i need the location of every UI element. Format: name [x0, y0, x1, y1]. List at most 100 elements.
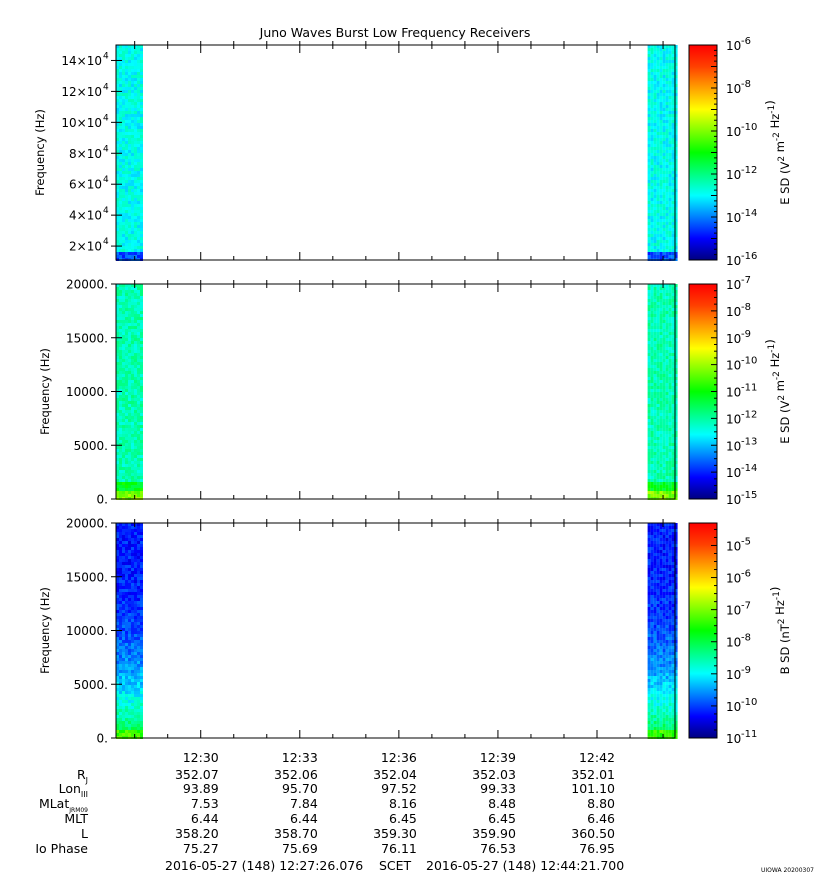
y-tick-label: 12×10 [61, 85, 102, 99]
colorbar-tick-label: 10 [726, 700, 741, 714]
colorbar-tick-label: 10 [726, 278, 741, 292]
y-tick-exponent: 4 [103, 206, 109, 216]
colorbar-tick-label: 10 [726, 125, 741, 139]
y-axis-label: Frequency (Hz) [38, 348, 52, 435]
colorbar-tick-exponent: -10 [741, 356, 757, 367]
y-tick-exponent: 4 [103, 113, 109, 123]
ephemeris-row-label: Io Phase [35, 841, 88, 856]
ephemeris-row-label: LonIII [58, 781, 88, 799]
ephemeris-value: 360.50 [571, 826, 615, 841]
y-tick-label: 5000. [74, 678, 108, 692]
colorbar-tick-label: 10 [726, 636, 741, 650]
colorbar-tick-exponent: -7 [741, 275, 751, 286]
time-tick-label: 12:42 [579, 750, 615, 765]
ephemeris-value: 6.44 [190, 811, 219, 826]
colorbar-tick-exponent: -14 [741, 463, 757, 474]
spectrogram-panel-3: 0. 5000. 10000. 15000. 20000. Frequency (Hz) 1… [38, 517, 792, 747]
colorbar-tick-label: 10 [726, 386, 741, 400]
end-time-label: 2016-05-27 (148) 12:44:21.700 [426, 858, 625, 873]
colorbar-tick-exponent: -11 [741, 729, 757, 740]
colorbar-tick-label: 10 [726, 305, 741, 319]
colorbar-tick-exponent: -6 [741, 36, 751, 47]
colorbar-tick-exponent: -12 [741, 409, 757, 420]
ephemeris-value: 76.53 [480, 841, 516, 856]
spectrogram-panel-1: 2×10 44×10 46×10 48×10 410×10 412×10 414×10 4Fr… [33, 36, 792, 268]
colorbar-tick-label: 10 [726, 332, 741, 346]
colorbar-tick-label: 10 [726, 493, 741, 507]
y-tick-label: 0. [97, 732, 108, 746]
colorbar-tick-label: 10 [726, 39, 741, 53]
ephemeris-value: 352.03 [472, 767, 516, 782]
ephemeris-value: 75.27 [182, 841, 219, 856]
ephemeris-value: 8.48 [488, 796, 516, 811]
ephemeris-value: 6.45 [389, 811, 417, 826]
spectrogram-data-segment [647, 523, 678, 739]
colorbar-tick-label: 10 [726, 604, 741, 618]
ephemeris-row-label: L [81, 826, 88, 841]
ephemeris-value: 97.52 [381, 781, 417, 796]
ephemeris-value: 352.07 [174, 767, 219, 782]
colorbar [688, 522, 718, 739]
ephemeris-value: 76.11 [381, 841, 417, 856]
colorbar-tick-label: 10 [726, 732, 741, 746]
y-tick-exponent: 4 [103, 82, 109, 92]
y-tick-exponent: 4 [103, 175, 109, 185]
colorbar-tick-label: 10 [726, 211, 741, 225]
ephemeris-value: 352.06 [274, 767, 318, 782]
ephemeris-value: 358.20 [174, 826, 219, 841]
y-tick-label: 10000. [66, 624, 108, 638]
ephemeris-value: 352.01 [571, 767, 615, 782]
colorbar-tick-exponent: -10 [741, 697, 757, 708]
ephemeris-value: 93.89 [182, 781, 219, 796]
colorbar-tick-exponent: -15 [741, 490, 757, 501]
ephemeris-value: 76.95 [579, 841, 615, 856]
colorbar-tick-label: 10 [726, 539, 741, 553]
colorbar-tick-label: 10 [726, 254, 741, 268]
y-tick-exponent: 4 [103, 51, 109, 61]
ephemeris-value: 7.84 [289, 796, 318, 811]
ephemeris-value: 6.45 [488, 811, 516, 826]
colorbar-tick-exponent: -9 [741, 665, 751, 676]
y-tick-label: 8×10 [69, 147, 102, 161]
colorbar-tick-label: 10 [726, 412, 741, 426]
colorbar-tick-exponent: -13 [741, 436, 757, 447]
ephemeris-value: 8.16 [389, 796, 417, 811]
y-tick-label: 14×10 [61, 54, 102, 68]
colorbar-tick-exponent: -12 [741, 165, 757, 176]
ephemeris-value: 7.53 [190, 796, 219, 811]
ephemeris-row-label: RJ [76, 767, 88, 785]
y-axis-label: Frequency (Hz) [38, 587, 52, 674]
scet-label: SCET [379, 858, 412, 873]
colorbar-tick-label: 10 [726, 668, 741, 682]
colorbar-tick-exponent: -11 [741, 383, 757, 394]
ephemeris-value: 95.70 [281, 781, 318, 796]
y-tick-label: 20000. [66, 517, 108, 531]
y-tick-label: 20000. [66, 278, 108, 292]
time-tick-label: 12:36 [381, 750, 417, 765]
y-tick-exponent: 4 [103, 144, 109, 154]
colorbar-tick-exponent: -8 [741, 79, 751, 90]
ephemeris-value: 358.70 [274, 826, 318, 841]
spectrogram-data-segment [647, 45, 678, 261]
y-tick-label: 5000. [74, 439, 108, 453]
colorbar-tick-label: 10 [726, 82, 741, 96]
ephemeris-value: 359.90 [472, 826, 516, 841]
plot-frame [115, 44, 676, 261]
y-axis-label: Frequency (Hz) [33, 109, 47, 196]
time-tick-label: 12:30 [183, 750, 219, 765]
plot-frame [115, 522, 676, 739]
spectrogram-data-segment [116, 284, 143, 500]
y-tick-label: 15000. [66, 570, 108, 584]
spectrogram-data-segment [647, 284, 678, 500]
colorbar-tick-exponent: -16 [741, 251, 757, 262]
credit-stamp: UIOWA 20200307 [761, 867, 814, 874]
colorbar-tick-exponent: -6 [741, 569, 751, 580]
colorbar-tick-exponent: -10 [741, 122, 757, 133]
y-tick-label: 4×10 [69, 209, 102, 223]
y-tick-label: 0. [97, 493, 108, 507]
ephemeris-row-label: MLT [64, 811, 88, 826]
ephemeris-value: 359.30 [373, 826, 417, 841]
spectrogram-panel-2: 0. 5000. 10000. 15000. 20000. Frequency (Hz) 1… [38, 275, 792, 507]
ephemeris-value: 352.04 [373, 767, 417, 782]
